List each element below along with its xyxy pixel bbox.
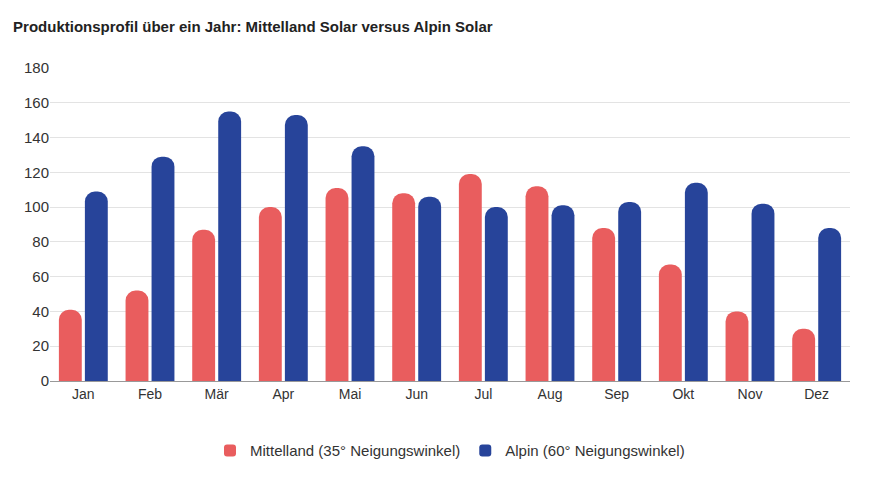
svg-text:160: 160	[24, 94, 49, 111]
svg-text:Nov: Nov	[738, 386, 763, 402]
svg-text:Apr: Apr	[272, 386, 294, 402]
svg-text:Aug: Aug	[538, 386, 563, 402]
svg-text:Alpin (60° Neigungswinkel): Alpin (60° Neigungswinkel)	[505, 442, 684, 459]
svg-text:Mär: Mär	[205, 386, 229, 402]
svg-text:Sep: Sep	[604, 386, 629, 402]
svg-text:Mittelland (35° Neigungswinkel: Mittelland (35° Neigungswinkel)	[250, 442, 460, 459]
svg-text:Produktionsprofil über ein Jah: Produktionsprofil über ein Jahr: Mittell…	[13, 18, 493, 35]
svg-text:Jan: Jan	[72, 386, 95, 402]
svg-text:20: 20	[32, 337, 49, 354]
svg-text:Jul: Jul	[474, 386, 492, 402]
svg-text:140: 140	[24, 129, 49, 146]
svg-text:0: 0	[41, 372, 49, 389]
svg-text:120: 120	[24, 164, 49, 181]
svg-text:180: 180	[24, 59, 49, 76]
svg-text:60: 60	[32, 268, 49, 285]
svg-text:Dez: Dez	[804, 386, 829, 402]
svg-text:100: 100	[24, 198, 49, 215]
svg-text:Okt: Okt	[672, 386, 694, 402]
svg-text:80: 80	[32, 233, 49, 250]
svg-text:Mai: Mai	[339, 386, 362, 402]
svg-text:Jun: Jun	[405, 386, 428, 402]
svg-text:40: 40	[32, 303, 49, 320]
svg-text:Feb: Feb	[138, 386, 162, 402]
